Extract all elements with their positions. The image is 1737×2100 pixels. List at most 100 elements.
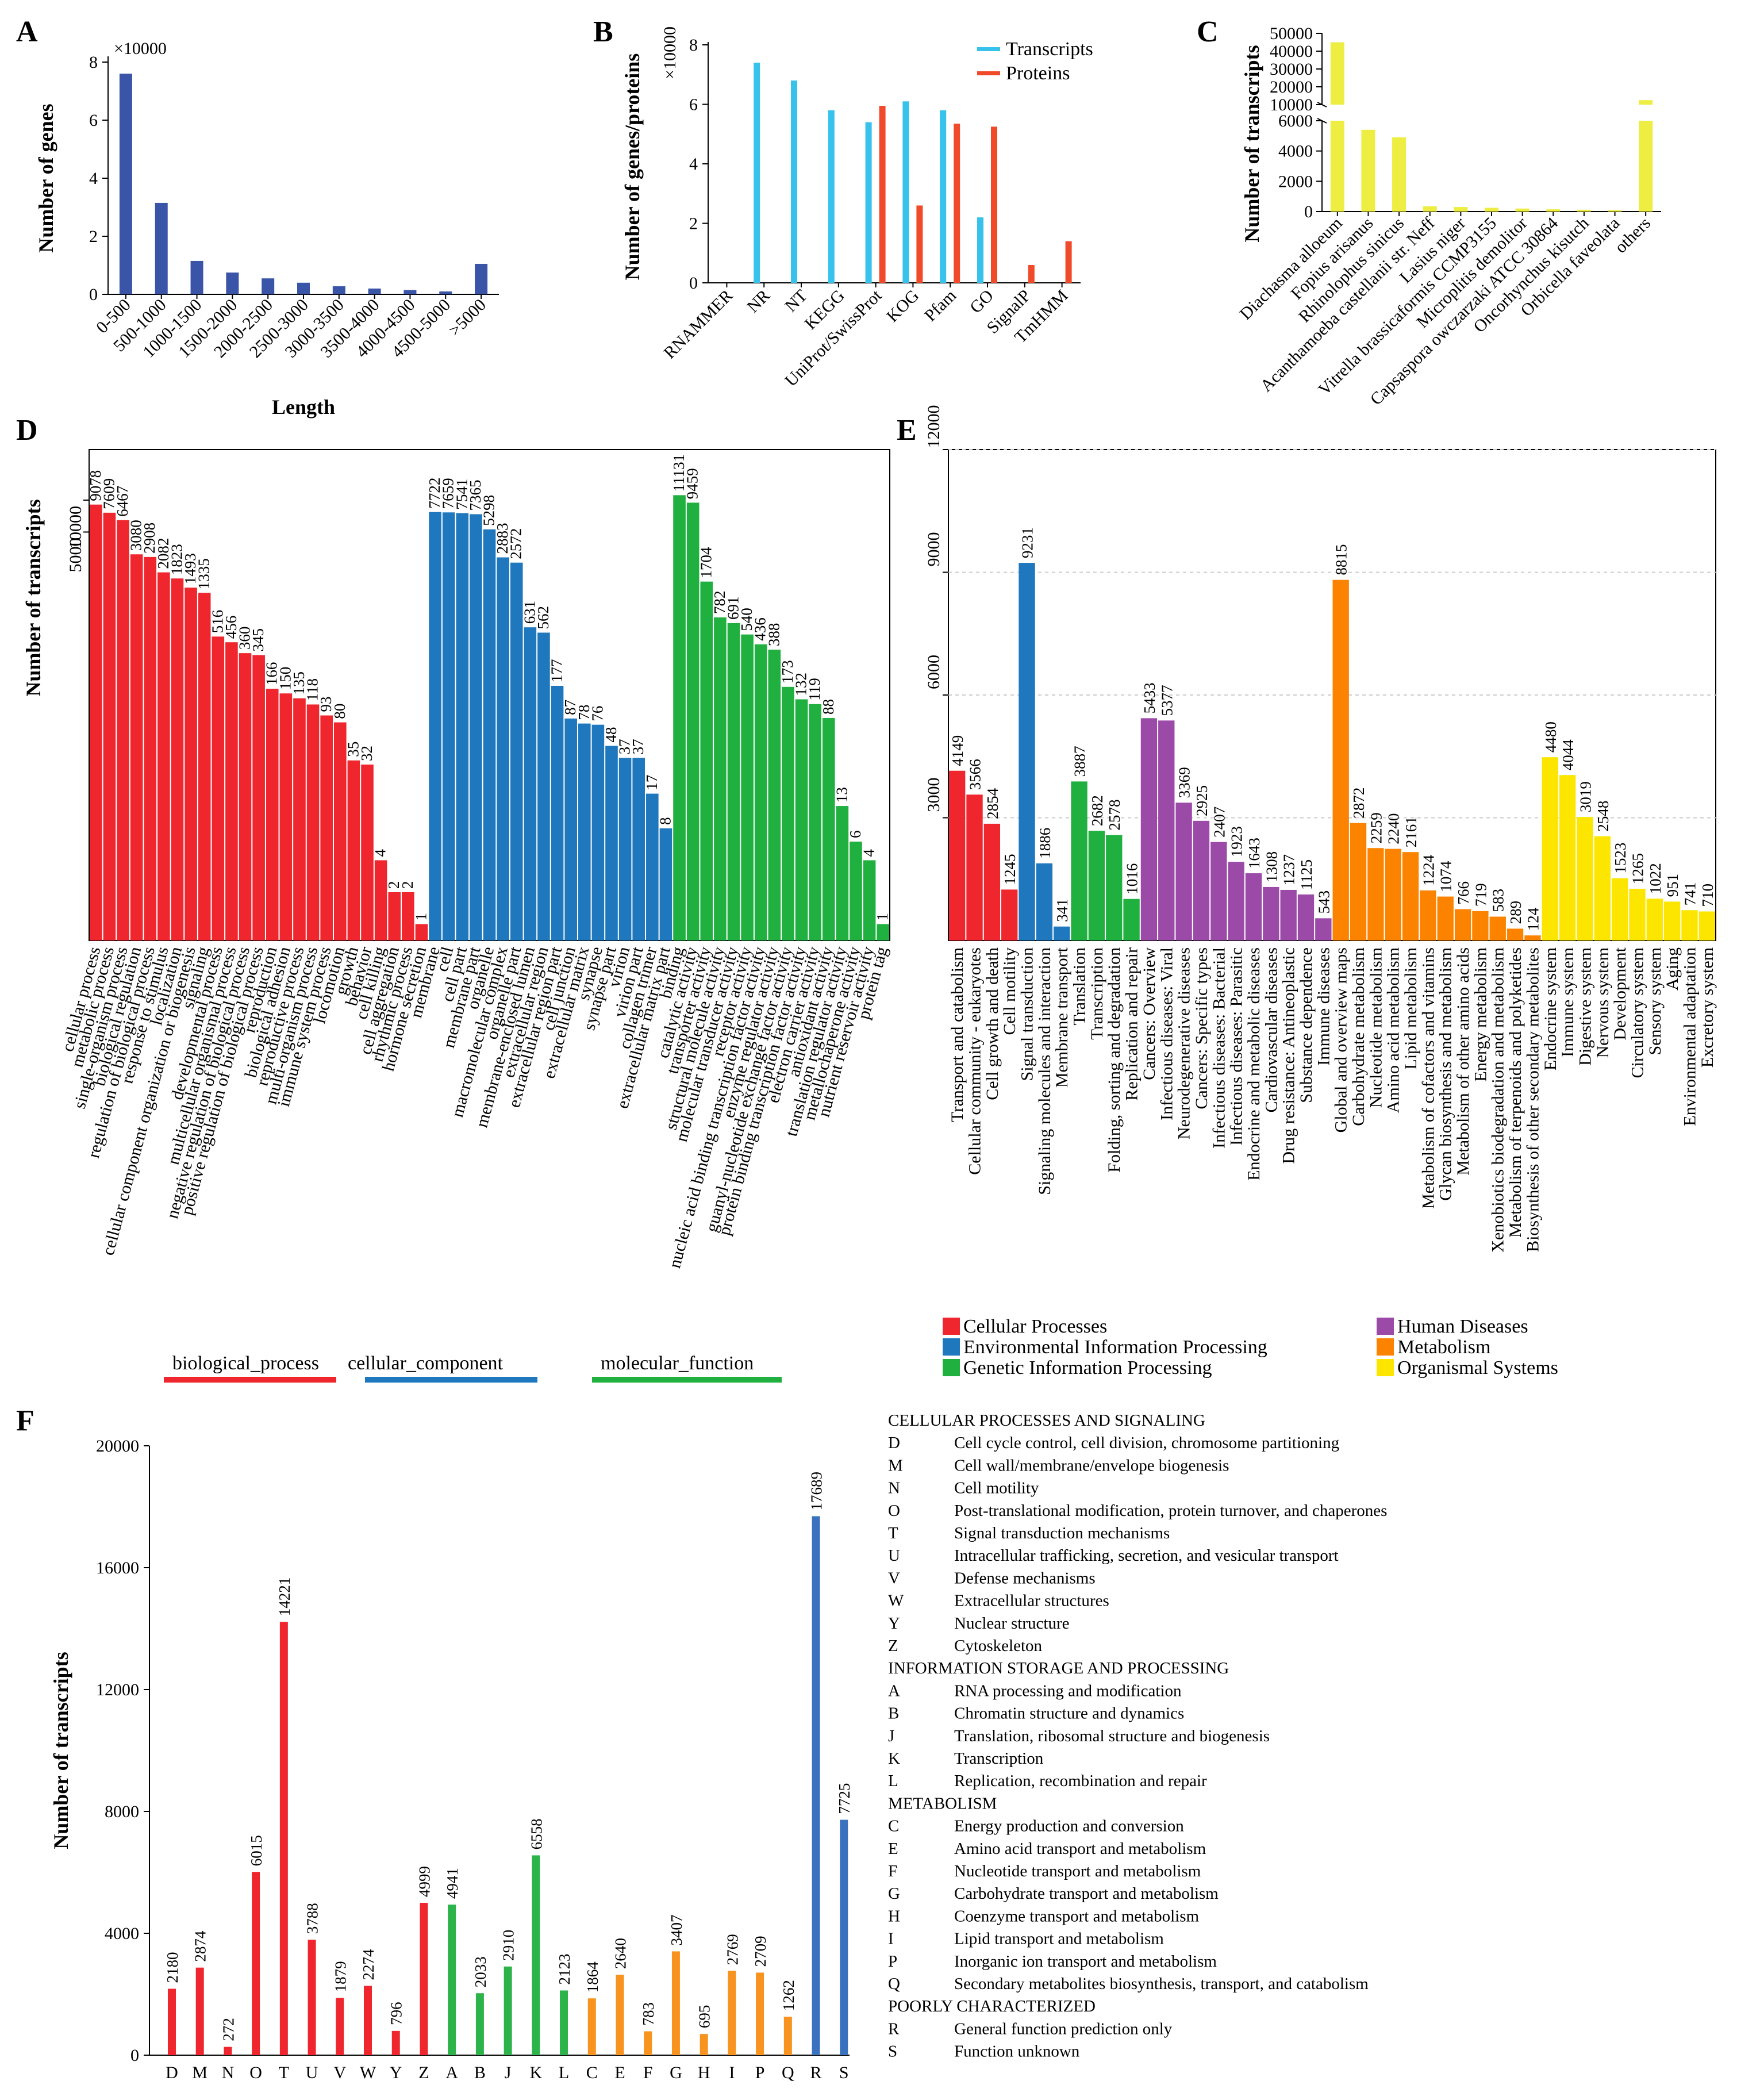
panel-e-x-tick-label: Global and overview maps <box>1332 947 1351 1132</box>
panel-d-bar-value: 32 <box>358 746 375 761</box>
panel-e-bar <box>1577 817 1593 940</box>
panel-e-bar-value: 951 <box>1664 874 1681 897</box>
cog-code: M <box>888 1456 903 1475</box>
panel-e-bar-value: 1923 <box>1228 826 1246 857</box>
panel-a-bar <box>226 272 239 294</box>
panel-e-x-tick-label: Nucleotide metabolism <box>1366 947 1385 1108</box>
panel-e-x-tick-label: Carbohydrate metabolism <box>1349 947 1368 1126</box>
panel-c-bar <box>1454 207 1468 212</box>
panel-d-bar-value: 48 <box>602 727 620 742</box>
panel-d-bar-cellular_component <box>442 512 455 940</box>
panel-letter-a: A <box>16 16 38 48</box>
panel-a-bar <box>297 282 310 294</box>
panel-f-bar <box>475 1993 484 2055</box>
panel-b-legend-swatch <box>977 71 1000 75</box>
panel-e-legend-label: Organismal Systems <box>1397 1357 1558 1379</box>
panel-e-bar-value: 2872 <box>1350 788 1367 819</box>
panel-f-y-tick-label: 16000 <box>96 1558 139 1577</box>
panel-d-bar-value: 782 <box>711 591 728 615</box>
panel-f-bar-value: 3407 <box>668 1914 685 1945</box>
panel-b-bar-proteins <box>916 205 923 283</box>
panel-a-bar <box>262 278 275 294</box>
panel-b-y-tick-label: 8 <box>689 36 698 55</box>
panel-f-bar <box>532 1855 540 2055</box>
panel-e-bar <box>1646 899 1663 940</box>
panel-d-bar-value: 17 <box>643 775 660 790</box>
panel-e-x-tick-label: Metabolism of terpenoids and polyketides <box>1506 947 1525 1238</box>
panel-f-x-tick-label: H <box>698 2063 710 2082</box>
panel-d-bar-value: 173 <box>779 660 796 684</box>
panel-f-bar <box>783 2017 792 2055</box>
panel-c-y-tick-label: 40000 <box>1270 42 1313 61</box>
panel-a-x-tick-label: >5000 <box>445 295 490 340</box>
panel-b-y-tick-label: 2 <box>689 214 698 233</box>
panel-f-bar <box>308 1940 316 2055</box>
panel-f-bar-value: 783 <box>640 2002 657 2026</box>
panel-f-x-tick-label: T <box>279 2063 289 2082</box>
panel-e-bar-value: 2854 <box>984 788 1001 819</box>
cog-code: O <box>888 1502 900 1520</box>
panel-e-x-tick-label: Lipid metabolism <box>1401 947 1420 1069</box>
panel-e-x-tick-label: Xenobiotics biodegradation and metabolis… <box>1489 947 1508 1253</box>
panel-f-x-tick-label: I <box>729 2063 735 2082</box>
panel-e-x-tick-label: Glycan biosynthesis and metabolism <box>1436 947 1455 1201</box>
panel-e-bar-value: 719 <box>1472 883 1489 907</box>
panel-e-bar-value: 2548 <box>1594 801 1612 832</box>
cog-description: Coenzyme transport and metabolism <box>954 1907 1199 1925</box>
panel-c-bar <box>1515 208 1530 212</box>
panel-e-bar-value: 2161 <box>1402 816 1420 847</box>
panel-d-group-bar <box>164 1377 336 1383</box>
panel-b-y-tick-label: 0 <box>689 274 698 293</box>
panel-d-bar-value: 80 <box>331 704 348 719</box>
panel-d-bar-value: 1 <box>412 913 429 921</box>
cog-description: Cell motility <box>954 1479 1039 1498</box>
panel-e-x-tick-label: Drug resistance: Antineoplastic <box>1279 947 1298 1164</box>
panel-f-bar-value: 272 <box>220 2018 237 2041</box>
panel-a-y-tick-label: 6 <box>89 111 98 130</box>
panel-f-bar-value: 1262 <box>780 1980 797 2011</box>
panel-f-x-tick-label: U <box>306 2063 318 2082</box>
panel-d-bar-biological_process <box>239 653 252 940</box>
panel-e-bar <box>1472 911 1489 940</box>
panel-e-x-tick-label: Immune diseases <box>1314 947 1333 1066</box>
panel-a-y-tick-label: 2 <box>89 227 98 246</box>
panel-d-bar-value: 456 <box>222 616 240 639</box>
panel-f-bar <box>448 1905 456 2055</box>
panel-e-bar <box>1594 836 1611 940</box>
panel-d-bar-biological_process <box>293 698 306 940</box>
panel-d-bar-biological_process <box>306 704 320 940</box>
panel-f-y-title: Number of transcripts <box>49 1652 72 1849</box>
panel-d-bar-biological_process <box>144 556 157 940</box>
panel-f-bar <box>728 1971 736 2055</box>
panel-e-bar <box>1210 842 1227 940</box>
panel-f-x-tick-label: L <box>559 2063 569 2082</box>
cog-section-heading: POORLY CHARACTERIZED <box>888 1997 1096 2015</box>
panel-d-bar-value: 1704 <box>697 547 714 578</box>
panel-e-bar-value: 1886 <box>1036 828 1054 859</box>
panel-e-bar-value: 1643 <box>1246 838 1263 869</box>
panel-d-bar-molecular_function <box>836 806 849 940</box>
panel-f-x-tick-label: P <box>755 2063 765 2082</box>
panel-d-bar-value: 8 <box>656 817 674 825</box>
panel-e-x-tick-label: Cell growth and death <box>983 947 1002 1100</box>
panel-e-bar-value: 289 <box>1507 901 1524 924</box>
panel-b-multiplier: ×10000 <box>660 26 679 79</box>
panel-d-bar-molecular_function <box>809 704 821 940</box>
panel-f-bar <box>644 2031 652 2055</box>
panel-e-bar-value: 4480 <box>1542 721 1559 753</box>
panel-f-y-tick-label: 4000 <box>105 1924 139 1943</box>
panel-d-bar-cellular_component <box>659 828 672 940</box>
panel-d-bar-molecular_function <box>700 581 713 940</box>
panel-d-bar-value: 2883 <box>494 523 511 554</box>
panel-e-x-tick-label: Infectious diseases: Bacterial <box>1209 947 1228 1149</box>
cog-description: Replication, recombination and repair <box>954 1772 1207 1790</box>
panel-e-bar-value: 1074 <box>1438 861 1455 892</box>
panel-a-bar <box>332 286 345 294</box>
panel-e-x-tick-label: Endocrine system <box>1541 947 1560 1070</box>
panel-f-bar-value: 3788 <box>304 1903 321 1934</box>
panel-f-bar-value: 6015 <box>248 1835 265 1866</box>
panel-c-bar <box>1639 121 1653 212</box>
panel-d-bar-value: 2 <box>385 881 402 889</box>
panel-e-x-tick-label: Cancers: Specific types <box>1192 947 1211 1109</box>
panel-e-legend-swatch <box>943 1318 960 1335</box>
